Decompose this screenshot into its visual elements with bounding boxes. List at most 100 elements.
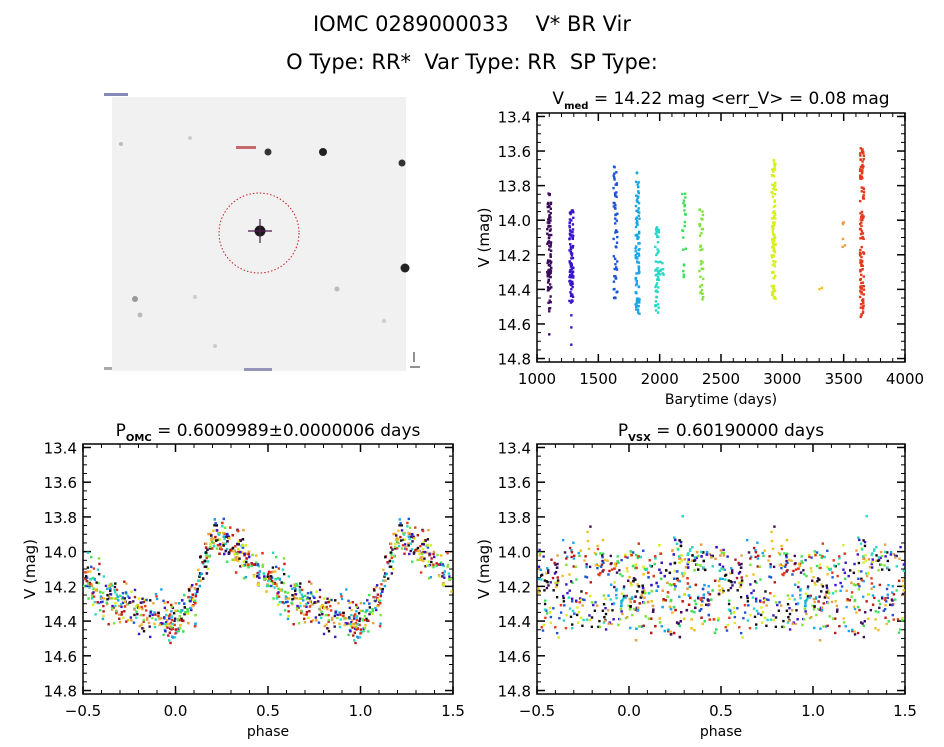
- data-point: [843, 244, 847, 247]
- data-point: [636, 311, 640, 314]
- data-point: [377, 600, 381, 603]
- data-point: [547, 274, 550, 278]
- data-point: [655, 295, 658, 299]
- data-point: [262, 577, 266, 581]
- data-point: [296, 606, 299, 610]
- data-point: [745, 538, 749, 542]
- data-point: [773, 223, 776, 227]
- star-identifier-title: IOMC 0289000033 V* BR Vir: [312, 12, 632, 36]
- data-point: [206, 548, 209, 551]
- data-point: [699, 259, 703, 263]
- data-point: [617, 561, 620, 565]
- data-point: [654, 290, 657, 293]
- data-point: [773, 239, 776, 243]
- data-point: [812, 608, 816, 611]
- data-point: [798, 562, 802, 566]
- data-point: [860, 299, 864, 302]
- data-point: [219, 545, 222, 549]
- data-point: [858, 251, 862, 255]
- data-point: [428, 553, 431, 557]
- data-point: [418, 553, 421, 556]
- data-point: [326, 627, 329, 630]
- data-point: [860, 245, 863, 249]
- data-point: [187, 621, 190, 625]
- data-point: [243, 553, 246, 557]
- data-point: [570, 551, 574, 554]
- data-point: [241, 543, 244, 547]
- data-point: [859, 542, 863, 545]
- data-point: [571, 209, 574, 212]
- data-point: [678, 539, 681, 542]
- data-point: [820, 606, 824, 609]
- data-point: [637, 201, 641, 205]
- data-point: [585, 618, 589, 621]
- data-point: [570, 299, 574, 302]
- data-point: [862, 557, 865, 560]
- data-point: [568, 237, 571, 241]
- data-point: [280, 589, 284, 592]
- data-point: [301, 595, 304, 599]
- data-point: [248, 555, 251, 559]
- y-tick-label: 14.6: [498, 648, 531, 666]
- data-point: [891, 603, 894, 607]
- data-point: [764, 590, 767, 593]
- data-point: [191, 593, 195, 596]
- data-point: [141, 607, 144, 611]
- data-point: [133, 608, 137, 611]
- data-point: [378, 599, 381, 603]
- data-point: [634, 250, 637, 253]
- data-point: [630, 597, 634, 600]
- data-point: [701, 267, 705, 270]
- data-point: [765, 598, 768, 601]
- data-point: [641, 590, 644, 594]
- data-point: [230, 549, 234, 553]
- data-point: [736, 607, 739, 610]
- data-point: [270, 579, 273, 583]
- data-point: [636, 309, 640, 312]
- data-point: [238, 557, 241, 560]
- data-point: [568, 237, 572, 240]
- data-point: [554, 570, 558, 574]
- data-point: [148, 625, 151, 628]
- data-point: [656, 267, 659, 270]
- data-point: [256, 563, 260, 566]
- data-point: [774, 163, 777, 166]
- data-point: [853, 607, 857, 611]
- data-point: [871, 561, 874, 564]
- data-point: [181, 619, 184, 622]
- data-point: [102, 614, 105, 618]
- data-point: [241, 546, 245, 549]
- data-point: [171, 627, 174, 630]
- data-point: [810, 556, 813, 559]
- x-tick-label: 0.5: [256, 702, 280, 720]
- data-point: [853, 599, 856, 603]
- data-point: [636, 252, 639, 255]
- data-point: [400, 524, 403, 527]
- data-point: [637, 230, 641, 234]
- data-point: [389, 542, 393, 546]
- data-point: [637, 299, 641, 302]
- data-point: [641, 584, 644, 587]
- data-point: [613, 275, 616, 278]
- data-point: [262, 572, 266, 575]
- data-point: [765, 604, 768, 607]
- data-point: [772, 216, 775, 220]
- data-point: [169, 641, 172, 645]
- data-point: [713, 579, 717, 582]
- data-point: [637, 252, 640, 256]
- data-point: [540, 578, 543, 581]
- data-point: [114, 582, 117, 585]
- data-point: [669, 630, 672, 633]
- data-point: [101, 617, 105, 621]
- chart-title-subscript: OMC: [126, 433, 152, 444]
- data-point: [613, 287, 616, 291]
- data-point: [419, 571, 423, 574]
- data-point: [547, 218, 550, 221]
- data-point: [88, 586, 91, 589]
- x-tick-label: 1.5: [441, 702, 465, 720]
- data-point: [877, 556, 881, 559]
- data-point: [586, 530, 589, 534]
- data-point: [631, 613, 634, 617]
- data-point: [835, 604, 839, 608]
- data-point: [657, 228, 661, 232]
